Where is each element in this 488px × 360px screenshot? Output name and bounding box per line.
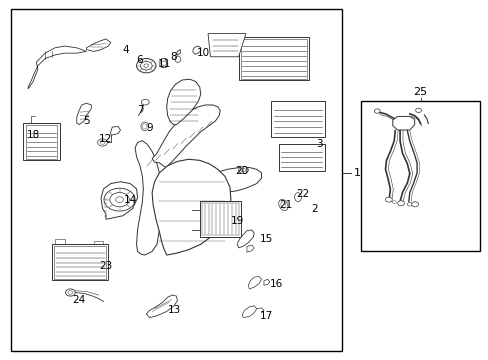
- Polygon shape: [101, 182, 137, 219]
- Text: 22: 22: [296, 189, 309, 199]
- Text: 21: 21: [279, 200, 292, 210]
- Bar: [11, 9, 341, 351]
- Text: 15: 15: [259, 234, 272, 244]
- Bar: [278, 144, 324, 171]
- Polygon shape: [77, 103, 91, 125]
- Polygon shape: [248, 276, 261, 289]
- Text: 19: 19: [230, 216, 244, 226]
- Text: 11: 11: [157, 59, 170, 69]
- Polygon shape: [111, 126, 120, 135]
- Circle shape: [140, 62, 152, 70]
- Text: 12: 12: [99, 134, 112, 144]
- Polygon shape: [392, 116, 414, 130]
- Polygon shape: [193, 46, 201, 54]
- Bar: [271, 102, 324, 137]
- Bar: [94, 241, 102, 244]
- Text: 1: 1: [353, 168, 360, 178]
- Text: 16: 16: [269, 279, 282, 289]
- Text: 6: 6: [136, 55, 143, 65]
- Circle shape: [110, 193, 129, 207]
- Circle shape: [141, 99, 149, 105]
- Polygon shape: [146, 295, 177, 318]
- Circle shape: [397, 201, 404, 206]
- Text: 13: 13: [167, 305, 180, 315]
- Bar: [55, 239, 64, 244]
- Text: 23: 23: [99, 261, 112, 271]
- Text: 20: 20: [235, 166, 248, 176]
- Text: 9: 9: [146, 123, 153, 133]
- Text: 18: 18: [26, 130, 40, 140]
- Polygon shape: [166, 79, 201, 125]
- Polygon shape: [28, 46, 86, 89]
- Ellipse shape: [141, 122, 148, 131]
- Bar: [54, 246, 106, 279]
- Circle shape: [385, 197, 391, 202]
- Polygon shape: [152, 159, 230, 255]
- Circle shape: [136, 59, 156, 73]
- Polygon shape: [207, 33, 245, 57]
- Circle shape: [415, 108, 421, 112]
- Polygon shape: [135, 141, 162, 255]
- Bar: [238, 37, 308, 80]
- Bar: [23, 123, 60, 160]
- Circle shape: [411, 202, 418, 207]
- Circle shape: [407, 203, 411, 206]
- Text: 17: 17: [259, 311, 272, 321]
- Text: 10: 10: [196, 48, 209, 58]
- Bar: [52, 244, 108, 280]
- Text: 5: 5: [83, 116, 90, 126]
- Text: 14: 14: [123, 195, 137, 204]
- Bar: [240, 39, 306, 78]
- Bar: [26, 125, 57, 158]
- Circle shape: [238, 166, 248, 174]
- Polygon shape: [192, 167, 261, 200]
- Circle shape: [65, 289, 75, 296]
- Polygon shape: [160, 59, 167, 67]
- Text: 8: 8: [170, 52, 177, 62]
- Bar: [361, 102, 479, 251]
- Polygon shape: [152, 105, 220, 167]
- Text: 4: 4: [122, 45, 128, 55]
- Text: 7: 7: [136, 105, 143, 115]
- Ellipse shape: [294, 193, 301, 202]
- Circle shape: [373, 109, 379, 113]
- Polygon shape: [264, 279, 269, 285]
- Polygon shape: [237, 230, 254, 248]
- Text: 24: 24: [72, 295, 85, 305]
- Ellipse shape: [175, 56, 181, 63]
- Circle shape: [98, 139, 107, 146]
- Bar: [200, 202, 241, 237]
- Circle shape: [104, 188, 135, 211]
- Text: 3: 3: [316, 139, 323, 149]
- Polygon shape: [242, 306, 256, 318]
- Text: 2: 2: [311, 203, 318, 213]
- Polygon shape: [246, 245, 254, 252]
- Text: 25: 25: [413, 87, 427, 98]
- Bar: [202, 203, 238, 235]
- Ellipse shape: [278, 199, 287, 211]
- Polygon shape: [86, 39, 111, 51]
